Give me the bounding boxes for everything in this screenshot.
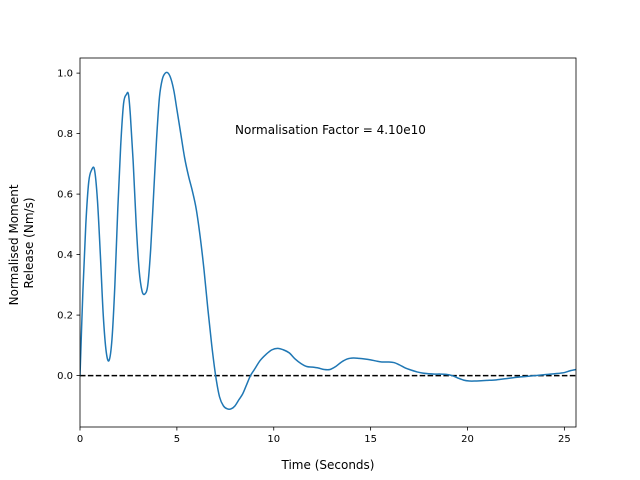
x-tick-label: 25 bbox=[558, 434, 571, 445]
y-tick-label: 0.6 bbox=[57, 190, 73, 201]
y-axis-label-line-1: Normalised Moment bbox=[7, 184, 21, 305]
x-tick-label: 5 bbox=[174, 434, 180, 445]
x-tick-label: 15 bbox=[364, 434, 377, 445]
x-axis-label: Time (Seconds) bbox=[281, 458, 375, 472]
x-tick-label: 0 bbox=[77, 434, 83, 445]
plot-area bbox=[80, 58, 576, 427]
y-tick-label: 0.0 bbox=[57, 371, 73, 382]
y-tick-label: 0.4 bbox=[57, 250, 73, 261]
y-axis-ticks: 0.0 0.2 0.4 0.6 0.8 1.0 bbox=[57, 69, 80, 382]
x-axis-ticks: 0 5 10 15 20 25 bbox=[77, 427, 571, 445]
plot-frame bbox=[79, 57, 577, 428]
y-tick-label: 0.8 bbox=[57, 129, 73, 140]
y-tick-label: 0.2 bbox=[57, 311, 73, 322]
x-tick-label: 20 bbox=[461, 434, 474, 445]
x-tick-label: 10 bbox=[267, 434, 280, 445]
y-tick-label: 1.0 bbox=[57, 69, 73, 80]
plot-content bbox=[80, 71, 576, 410]
y-axis-label-line-2: Release (Nm/s) bbox=[22, 197, 36, 288]
normalisation-annotation: Normalisation Factor = 4.10e10 bbox=[235, 123, 426, 137]
series-line-0 bbox=[80, 71, 576, 410]
y-axis-label: Normalised Moment Release (Nm/s) bbox=[7, 181, 36, 306]
